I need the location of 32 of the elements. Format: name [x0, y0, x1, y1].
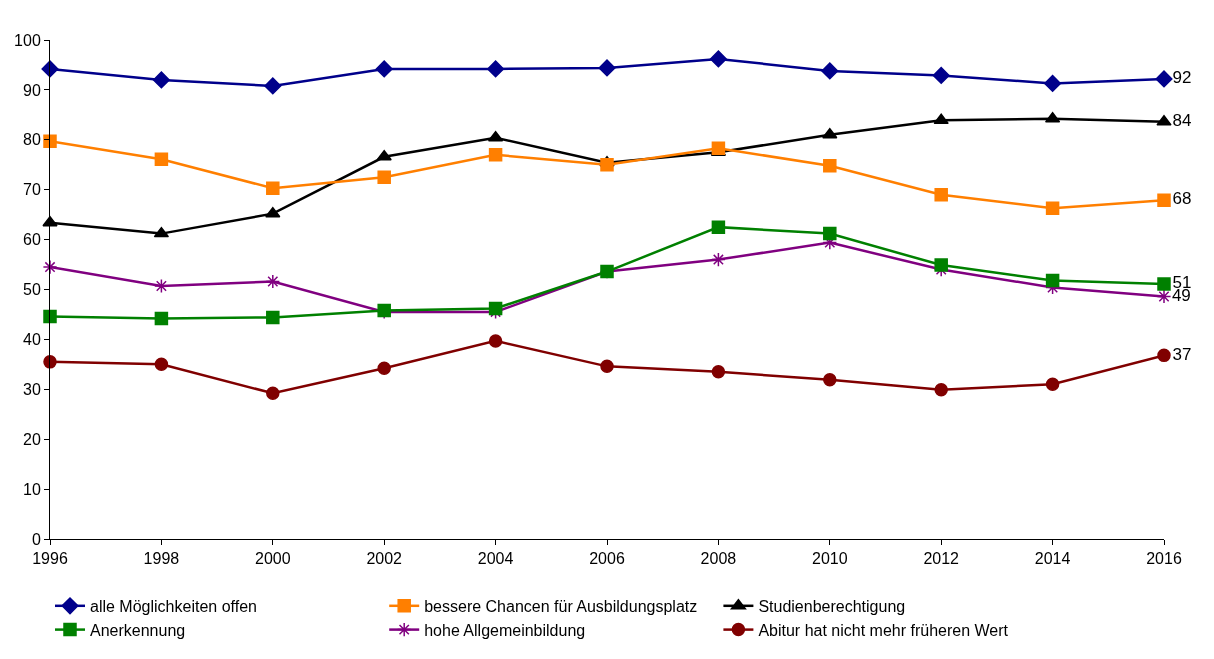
x-tick-label: 2016 [1146, 550, 1182, 568]
x-tick-label: 1998 [143, 550, 180, 568]
x-tick-label: 2006 [589, 550, 625, 568]
y-tick-label: 90 [23, 81, 41, 99]
legend-label: Anerkennung [90, 621, 186, 639]
x-tick-label: 2014 [1034, 550, 1071, 568]
y-tick-label: 0 [31, 530, 41, 548]
data-label: 37 [1172, 344, 1192, 364]
x-tick-label: 2010 [812, 550, 848, 568]
y-tick-label: 30 [23, 380, 41, 398]
data-label: 92 [1172, 68, 1192, 88]
x-tick-label: 2004 [477, 550, 514, 568]
x-tick-label: 2000 [255, 550, 291, 568]
y-tick-label: 50 [23, 281, 41, 299]
legend-label: Studienberechtigung [758, 598, 906, 616]
y-tick-label: 10 [23, 480, 41, 498]
legend-label: bessere Chancen für Ausbildungsplatz [424, 598, 698, 616]
legend-label: Abitur hat nicht mehr früheren Wert [758, 621, 1009, 639]
x-tick-label: 2008 [700, 550, 737, 568]
x-tick-label: 2002 [366, 550, 403, 568]
x-tick-label: 1996 [32, 550, 68, 568]
y-tick-label: 100 [14, 31, 41, 49]
y-tick-label: 80 [23, 131, 41, 149]
y-tick-label: 40 [23, 331, 41, 348]
y-tick-label: 70 [23, 181, 41, 199]
legend-label: alle Möglichkeiten offen [90, 598, 257, 616]
data-label: 84 [1172, 111, 1192, 131]
legend-label: hohe Allgemeinbildung [424, 621, 586, 639]
data-label: 68 [1172, 189, 1192, 209]
y-tick-label: 60 [23, 231, 41, 249]
x-tick-label: 2012 [923, 550, 960, 568]
y-tick-label: 20 [23, 430, 41, 448]
